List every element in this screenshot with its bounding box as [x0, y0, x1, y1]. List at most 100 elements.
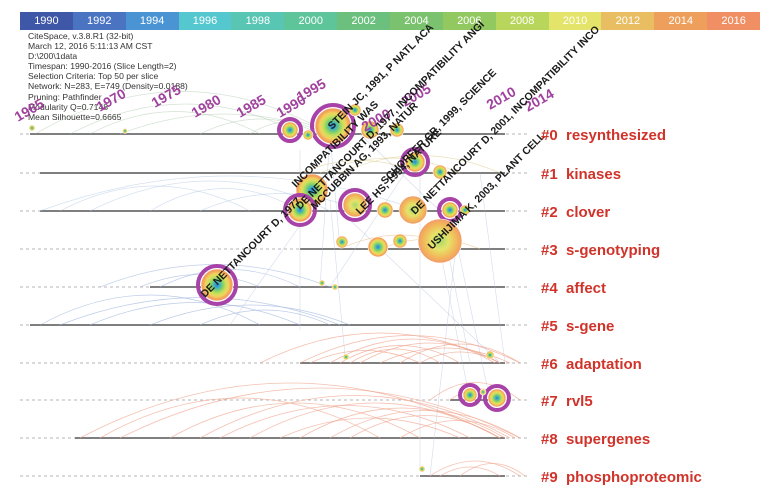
- cluster-id: #9: [541, 469, 558, 486]
- citation-arc: [429, 460, 521, 477]
- citation-arc: [39, 175, 421, 212]
- cluster-name: rvl5: [566, 393, 593, 410]
- reference-node[interactable]: [302, 129, 314, 141]
- citation-arc: [199, 309, 331, 326]
- reference-node[interactable]: [417, 218, 463, 264]
- reference-node[interactable]: [122, 128, 128, 134]
- cluster-label[interactable]: #5 s-gene: [541, 318, 614, 335]
- reference-nodes[interactable]: [28, 103, 511, 473]
- cluster-id: #5: [541, 318, 558, 335]
- citation-arc: [329, 338, 496, 364]
- citation-arc: [149, 188, 301, 212]
- reference-node[interactable]: [367, 236, 389, 258]
- reference-node[interactable]: [398, 195, 428, 225]
- meta-line: Selection Criteria: Top 50 per slice: [28, 71, 159, 82]
- cluster-labels[interactable]: #0 resynthesized #1 kinases #2 clover #3 s-geno…: [541, 127, 702, 486]
- citation-arc: [119, 113, 331, 135]
- centrality-ring: [458, 383, 482, 407]
- cluster-name: phosphoproteomic: [566, 469, 702, 486]
- cluster-label[interactable]: #9 phosphoproteomic: [541, 469, 702, 486]
- centrality-ring: [310, 103, 356, 149]
- reference-node[interactable]: [348, 103, 362, 117]
- cluster-label[interactable]: #6 adaptation: [541, 356, 642, 373]
- cluster-label[interactable]: #8 supergenes: [541, 431, 650, 448]
- reference-node[interactable]: [200, 268, 234, 302]
- reference-node[interactable]: [485, 350, 495, 360]
- cross-cluster-link: [319, 133, 331, 288]
- cross-cluster-link: [229, 210, 311, 326]
- legend-year-cell: 1992: [72, 12, 126, 30]
- legend-year-cell: 2016: [707, 12, 761, 30]
- legend-year-cell: 2002: [337, 12, 391, 30]
- cluster-name: kinases: [566, 166, 621, 183]
- reference-node[interactable]: [318, 279, 326, 287]
- cross-cluster-link: [439, 249, 471, 401]
- reference-node[interactable]: [404, 151, 426, 173]
- reference-node[interactable]: [389, 122, 405, 138]
- legend-year-cell: 2008: [495, 12, 549, 30]
- cluster-name: s-gene: [566, 318, 614, 335]
- legend-year-cell: 2004: [390, 12, 443, 30]
- cluster-label[interactable]: #4 affect: [541, 280, 606, 297]
- centrality-ring: [338, 188, 372, 222]
- timeline-year-label: 1970: [94, 85, 129, 115]
- citation-arc: [399, 420, 516, 439]
- meta-line: Timespan: 1990-2016 (Slice Length=2): [28, 61, 177, 72]
- cluster-label[interactable]: #7 rvl5: [541, 393, 593, 410]
- cluster-label[interactable]: #3 s-genotyping: [541, 242, 660, 259]
- reference-node[interactable]: [314, 107, 352, 145]
- legend-year-cell: 2014: [654, 12, 708, 30]
- cluster-name: resynthesized: [566, 127, 666, 144]
- citation-arc: [359, 342, 501, 364]
- legend-year-cell: 1994: [125, 12, 179, 30]
- citation-arc: [59, 185, 251, 212]
- cluster-name: supergenes: [566, 431, 650, 448]
- citation-arc: [199, 118, 321, 135]
- reference-node[interactable]: [331, 283, 339, 291]
- network-summary-panel: CiteSpace, v.3.8.R1 (32-bit) March 12, 2…: [28, 31, 188, 122]
- reference-node[interactable]: [441, 201, 459, 219]
- reference-node[interactable]: [360, 120, 380, 140]
- centrality-ring: [400, 147, 430, 177]
- timeline-year-label: 1995: [294, 75, 329, 105]
- reference-node[interactable]: [287, 197, 313, 223]
- cluster-id: #8: [541, 431, 558, 448]
- reference-node[interactable]: [342, 353, 350, 361]
- cross-cluster-link: [359, 133, 441, 212]
- timeline-year-label: 1985: [234, 91, 269, 121]
- reference-node[interactable]: [281, 121, 299, 139]
- cluster-id: #0: [541, 127, 558, 144]
- citation-arc: [199, 395, 511, 439]
- meta-line: Modularity Q=0.7148: [28, 101, 109, 112]
- centrality-ring: [277, 117, 303, 143]
- citation-arc: [219, 405, 471, 439]
- cluster-label[interactable]: #2 clover: [541, 204, 610, 221]
- reference-node[interactable]: [342, 192, 368, 218]
- citation-arc: [169, 402, 421, 439]
- cross-cluster-link: [329, 199, 346, 356]
- cluster-label[interactable]: #1 kinases: [541, 166, 621, 183]
- citation-arc: [299, 160, 421, 174]
- cluster-label[interactable]: #0 resynthesized: [541, 127, 666, 144]
- reference-node[interactable]: [392, 233, 408, 249]
- reference-node[interactable]: [28, 124, 36, 132]
- reference-node[interactable]: [462, 387, 478, 403]
- legend-year-cell: 1996: [178, 12, 232, 30]
- reference-node[interactable]: [295, 173, 329, 207]
- reference-node[interactable]: [459, 204, 471, 216]
- reference-node[interactable]: [418, 465, 426, 473]
- reference-node[interactable]: [335, 235, 349, 249]
- reference-node[interactable]: [376, 201, 394, 219]
- reference-node[interactable]: [479, 388, 487, 396]
- cluster-id: #4: [541, 280, 558, 297]
- citation-arc: [39, 294, 261, 326]
- citation-arc: [299, 407, 506, 439]
- timeline-color-legend: 1990 1992 1994 1996 1998 2000 2002 2004 2006 2008…: [20, 12, 761, 30]
- reference-node[interactable]: [432, 164, 448, 180]
- citation-arc: [79, 382, 501, 439]
- citation-arc: [279, 417, 461, 439]
- reference-node[interactable]: [487, 388, 507, 408]
- centrality-ring: [283, 193, 317, 227]
